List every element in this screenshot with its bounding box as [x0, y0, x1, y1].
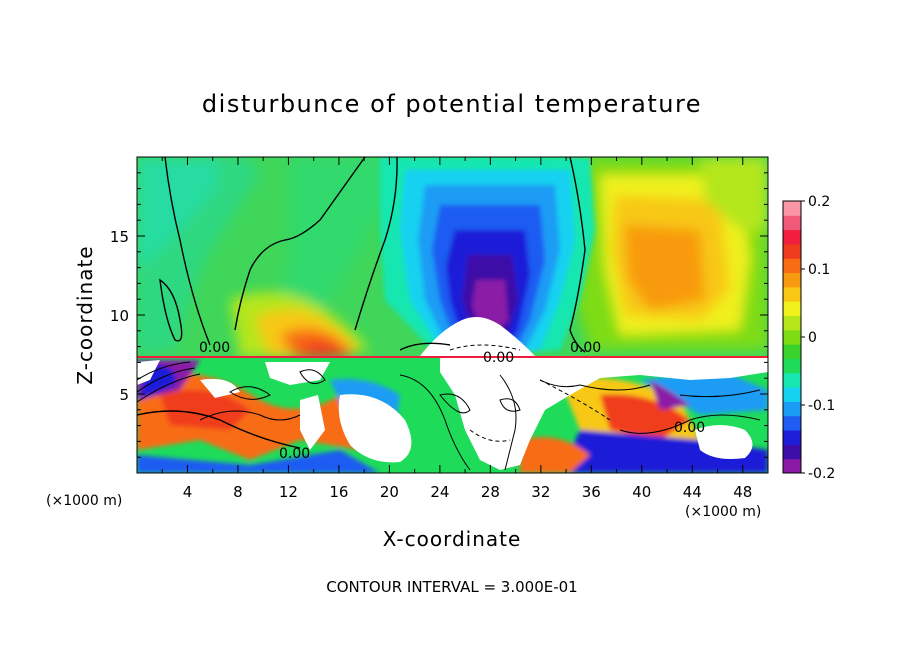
colorbar-swatch: [783, 344, 801, 359]
x-unit-left: (×1000 m): [46, 493, 122, 509]
colorbar-swatch: [783, 430, 801, 445]
x-axis: 4 8 12 16 20 24 28 32 36 40 44 48: [161, 157, 752, 501]
x-tick-label: 24: [430, 483, 449, 501]
x-tick-label: 48: [733, 483, 752, 501]
colorbar-swatch: [783, 401, 801, 417]
x-tick-label: 44: [683, 483, 702, 501]
x-axis-label: X-coordinate: [383, 527, 522, 551]
colorbar-swatch: [783, 415, 801, 431]
y-tick-label: 15: [110, 228, 129, 246]
contour-interval-note: CONTOUR INTERVAL = 3.000E-01: [326, 578, 577, 596]
colorbar-swatch: [783, 215, 801, 231]
colorbar-swatch: [783, 286, 801, 302]
x-tick-label: 16: [329, 483, 348, 501]
colorbar-swatch: [783, 301, 801, 317]
colorbar-tick-label: -0.2: [808, 466, 835, 482]
colorbar-swatch: [783, 387, 801, 402]
y-axis-label: Z-coordinate: [73, 245, 97, 384]
colorbar-swatch: [783, 272, 801, 288]
colorbar-swatch: [783, 444, 801, 460]
colorbar-swatch: [783, 315, 801, 331]
colorbar-swatch: [783, 229, 801, 245]
x-tick-label: 32: [531, 483, 550, 501]
colorbar: [782, 200, 802, 474]
colorbar-swatch: [783, 372, 801, 388]
colorbar-swatch: [783, 201, 801, 216]
colorbar-swatch: [783, 358, 801, 374]
x-tick-label: 20: [380, 483, 399, 501]
contour-label: 0.00: [279, 446, 310, 462]
colorbar-swatch: [783, 258, 801, 274]
x-tick-label: 40: [632, 483, 651, 501]
colorbar-tick-label: 0.2: [808, 194, 830, 210]
x-tick-label: 8: [233, 483, 243, 501]
x-unit-right: (×1000 m): [685, 504, 761, 520]
contour-label: 0.00: [570, 340, 601, 356]
contour-label: 0.00: [674, 420, 705, 436]
x-tick-label: 28: [481, 483, 500, 501]
y-tick-label: 5: [119, 386, 129, 404]
y-axis: 5 10 15: [110, 172, 768, 458]
colorbar-tick-label: 0.1: [808, 262, 830, 278]
colorbar-tick-label: 0: [808, 330, 817, 346]
x-tick-label: 36: [582, 483, 601, 501]
colorbar-swatch: [783, 458, 801, 474]
contour-label: 0.00: [199, 340, 230, 356]
colorbar-ticks: 0.2 0.1 0 -0.1 -0.2: [801, 194, 835, 482]
colorbar-tick-label: -0.1: [808, 398, 835, 414]
x-tick-label: 12: [279, 483, 298, 501]
chart-title: disturbunce of potential temperature: [202, 90, 702, 118]
y-tick-label: 10: [110, 307, 129, 325]
plot-area: 0.00 0.00 0.00 0.00 0.00: [137, 157, 768, 473]
colorbar-swatch: [783, 243, 801, 259]
contour-label: 0.00: [483, 350, 514, 366]
colorbar-swatch: [783, 329, 801, 345]
x-tick-label: 4: [183, 483, 193, 501]
